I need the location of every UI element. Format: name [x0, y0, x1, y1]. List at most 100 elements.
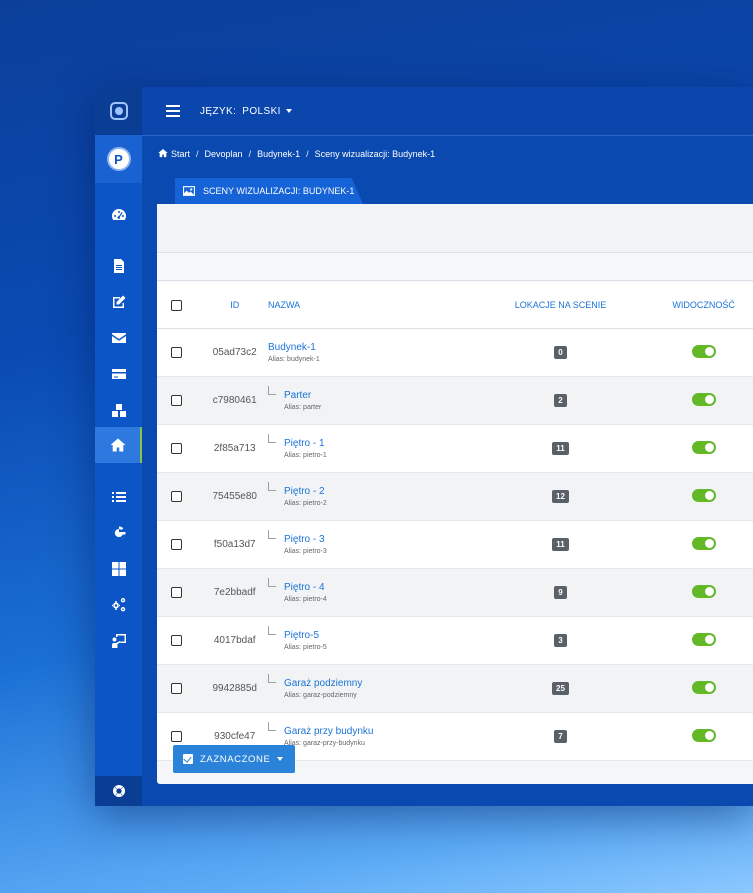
row-id: 9942885d — [202, 664, 267, 713]
breadcrumb-start[interactable]: Start — [171, 149, 191, 159]
row-checkbox[interactable] — [171, 683, 182, 694]
row-name-link[interactable]: Parter — [283, 390, 312, 401]
sidebar-item-dashboard[interactable] — [95, 198, 142, 232]
locations-badge: 3 — [553, 634, 567, 647]
visibility-toggle[interactable] — [691, 536, 716, 550]
sidebar-item-payments[interactable] — [95, 357, 142, 391]
sidebar-item-list[interactable] — [95, 480, 142, 514]
scenes-table: ID NAZWA LOKACJE NA SCENIE WIDOCZNOŚĆ 05… — [157, 282, 753, 761]
row-name-link[interactable]: Piętro - 4 — [283, 582, 325, 593]
boxes-icon — [111, 404, 126, 417]
bulk-action-button[interactable]: ZAZNACZONE — [173, 745, 295, 773]
select-all-checkbox[interactable] — [171, 299, 182, 311]
sidebar-item-documents[interactable] — [95, 249, 142, 283]
row-name-cell: Piętro - 3 Alias: pietro-3 — [266, 520, 491, 569]
locations-badge: 11 — [552, 442, 569, 455]
envelope-icon — [111, 333, 126, 343]
sidebar-item-windows[interactable] — [95, 552, 142, 586]
row-visibility-cell — [630, 424, 753, 473]
visibility-toggle[interactable] — [691, 392, 716, 406]
row-checkbox[interactable] — [171, 491, 182, 502]
sidebar-item-settings[interactable] — [95, 588, 142, 622]
row-id: c7980461 — [202, 376, 267, 425]
user-avatar-area[interactable]: P — [95, 135, 142, 183]
sidebar-item-messages[interactable] — [95, 321, 142, 355]
language-selector[interactable]: JĘZYK: POLSKI — [200, 106, 292, 117]
locations-badge: 12 — [552, 490, 569, 503]
language-value: POLSKI — [242, 106, 281, 117]
row-select-cell — [157, 376, 203, 425]
row-name-cell: Parter Alias: parter — [266, 376, 491, 425]
row-alias: Alias: garaz-przy-budynku — [283, 740, 365, 747]
row-select-cell — [157, 616, 203, 665]
row-id: 05ad73c2 — [202, 328, 267, 377]
visibility-toggle[interactable] — [691, 728, 716, 742]
app-logo[interactable] — [95, 87, 142, 135]
tab-scenes[interactable]: SCENY WIZUALIZACJI: BUDYNEK-1 — [175, 178, 363, 204]
row-select-cell — [157, 328, 203, 377]
row-name-link[interactable]: Piętro-5 — [283, 630, 319, 641]
row-visibility-cell — [630, 472, 753, 521]
row-checkbox[interactable] — [171, 635, 182, 646]
row-locations-cell: 7 — [490, 712, 631, 761]
row-select-cell — [157, 472, 203, 521]
row-name-link[interactable]: Garaż podziemny — [283, 678, 363, 689]
row-name-link[interactable]: Piętro - 3 — [283, 534, 325, 545]
row-alias: Alias: budynek-1 — [267, 356, 320, 363]
visibility-toggle[interactable] — [691, 344, 716, 358]
row-name-link[interactable]: Piętro - 1 — [283, 438, 325, 449]
google-icon — [111, 526, 125, 540]
logo-icon — [109, 102, 128, 120]
visibility-toggle[interactable] — [691, 440, 716, 454]
row-checkbox[interactable] — [171, 395, 182, 406]
visibility-toggle[interactable] — [691, 488, 716, 502]
row-name-link[interactable]: Garaż przy budynku — [283, 726, 374, 737]
edit-icon — [112, 295, 125, 308]
header-select-all[interactable] — [157, 282, 203, 329]
sidebar-item-presentation[interactable] — [95, 624, 142, 658]
row-id: 4017bdaf — [202, 616, 267, 665]
scenes-panel: ID NAZWA LOKACJE NA SCENIE WIDOCZNOŚĆ 05… — [157, 204, 753, 784]
table-row: 7e2bbadf Piętro - 4 Alias: pietro-4 9 — [157, 568, 753, 617]
chevron-down-icon — [277, 757, 284, 761]
panel-toolbar — [157, 204, 753, 253]
menu-toggle-icon[interactable] — [166, 105, 180, 117]
breadcrumb-building[interactable]: Budynek-1 — [257, 149, 301, 159]
avatar[interactable]: P — [106, 147, 131, 171]
row-checkbox[interactable] — [171, 443, 182, 454]
row-name-link[interactable]: Budynek-1 — [267, 342, 316, 353]
sidebar-bottom-help[interactable] — [95, 776, 142, 806]
header-locations[interactable]: LOKACJE NA SCENIE — [490, 282, 631, 329]
row-checkbox[interactable] — [171, 731, 182, 742]
header-visibility[interactable]: WIDOCZNOŚĆ — [630, 282, 753, 329]
home-icon — [158, 148, 168, 158]
row-name-cell: Piętro - 4 Alias: pietro-4 — [266, 568, 491, 617]
row-locations-cell: 11 — [490, 424, 631, 473]
header-id[interactable]: ID — [202, 282, 267, 329]
sidebar-item-buildings[interactable] — [95, 427, 142, 463]
visibility-toggle[interactable] — [691, 632, 716, 646]
visibility-toggle[interactable] — [691, 680, 716, 694]
checked-square-icon — [183, 754, 193, 764]
locations-badge: 25 — [552, 682, 569, 695]
row-checkbox[interactable] — [171, 539, 182, 550]
row-alias: Alias: garaz-podziemny — [283, 692, 357, 699]
row-name-link[interactable]: Piętro - 2 — [283, 486, 325, 497]
header-name[interactable]: NAZWA — [266, 282, 491, 329]
sidebar-item-edit[interactable] — [95, 285, 142, 319]
sidebar-item-google[interactable] — [95, 516, 142, 550]
breadcrumb-devoplan[interactable]: Devoplan — [204, 149, 243, 159]
row-checkbox[interactable] — [171, 587, 182, 598]
visibility-toggle[interactable] — [691, 584, 716, 598]
sidebar-item-inventory[interactable] — [95, 393, 142, 427]
row-locations-cell: 3 — [490, 616, 631, 665]
sidebar: P — [95, 87, 142, 806]
table-row: 4017bdaf Piętro-5 Alias: pietro-5 3 — [157, 616, 753, 665]
table-header-row: ID NAZWA LOKACJE NA SCENIE WIDOCZNOŚĆ — [157, 282, 753, 329]
row-name-cell: Piętro - 2 Alias: pietro-2 — [266, 472, 491, 521]
gears-icon — [111, 598, 125, 612]
row-visibility-cell — [630, 376, 753, 425]
locations-badge: 9 — [553, 586, 567, 599]
row-name-cell: Garaż podziemny Alias: garaz-podziemny — [266, 664, 491, 713]
row-checkbox[interactable] — [171, 347, 182, 358]
